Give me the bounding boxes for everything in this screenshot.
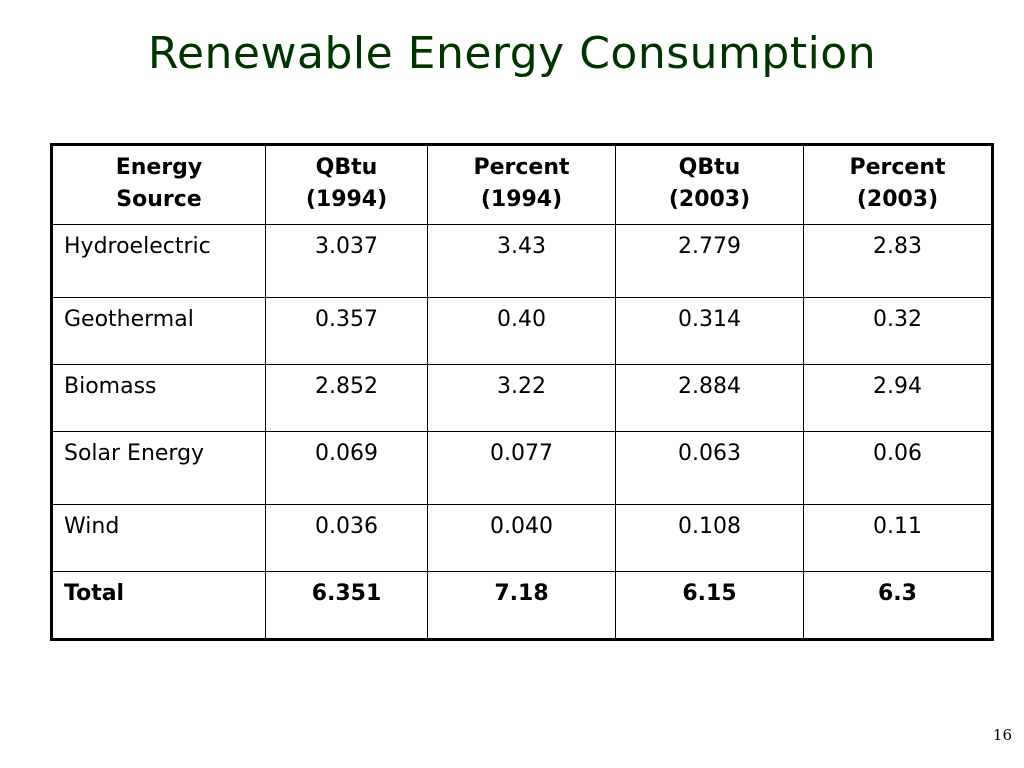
- cell-qbtu-2003: 2.884: [615, 364, 804, 432]
- table-total-row: Total 6.351 7.18 6.15 6.3: [51, 571, 993, 640]
- table-row: Biomass 2.852 3.22 2.884 2.94: [51, 364, 993, 432]
- header-line: Percent: [473, 155, 570, 180]
- cell-qbtu-2003: 0.108: [615, 504, 804, 572]
- cell-total-percent-2003: 6.3: [803, 571, 993, 640]
- header-line: Percent: [849, 155, 946, 180]
- cell-total-qbtu-2003: 6.15: [615, 571, 804, 640]
- page-number: 16: [992, 726, 1012, 744]
- header-qbtu-2003: QBtu (2003): [615, 144, 804, 225]
- cell-qbtu-1994: 2.852: [265, 364, 428, 432]
- cell-source: Biomass: [51, 364, 266, 432]
- header-line: Energy: [115, 155, 203, 180]
- cell-qbtu-1994: 0.036: [265, 504, 428, 572]
- cell-qbtu-2003: 2.779: [615, 224, 804, 298]
- table-row: Geothermal 0.357 0.40 0.314 0.32: [51, 297, 993, 365]
- cell-percent-1994: 3.43: [427, 224, 616, 298]
- cell-percent-1994: 0.40: [427, 297, 616, 365]
- cell-source: Wind: [51, 504, 266, 572]
- header-line: (1994): [480, 187, 563, 212]
- cell-qbtu-1994: 0.357: [265, 297, 428, 365]
- header-line: (2003): [856, 187, 939, 212]
- cell-total-label: Total: [51, 571, 266, 640]
- cell-qbtu-1994: 3.037: [265, 224, 428, 298]
- header-line: QBtu: [678, 155, 741, 180]
- cell-qbtu-2003: 0.063: [615, 431, 804, 505]
- cell-percent-2003: 0.32: [803, 297, 993, 365]
- table-row: Wind 0.036 0.040 0.108 0.11: [51, 504, 993, 572]
- header-percent-1994: Percent (1994): [427, 144, 616, 225]
- cell-source: Hydroelectric: [51, 224, 266, 298]
- table-row: Hydroelectric 3.037 3.43 2.779 2.83: [51, 224, 993, 298]
- table-header-row: Energy Source QBtu (1994) Percent (1994)…: [51, 144, 993, 225]
- header-line: (2003): [668, 187, 751, 212]
- header-line: QBtu: [315, 155, 378, 180]
- slide-title: Renewable Energy Consumption: [147, 28, 877, 79]
- cell-percent-2003: 0.06: [803, 431, 993, 505]
- cell-percent-1994: 3.22: [427, 364, 616, 432]
- cell-source: Geothermal: [51, 297, 266, 365]
- energy-consumption-table: Energy Source QBtu (1994) Percent (1994)…: [50, 143, 994, 641]
- cell-total-qbtu-1994: 6.351: [265, 571, 428, 640]
- header-percent-2003: Percent (2003): [803, 144, 993, 225]
- cell-percent-2003: 2.83: [803, 224, 993, 298]
- cell-qbtu-2003: 0.314: [615, 297, 804, 365]
- cell-qbtu-1994: 0.069: [265, 431, 428, 505]
- cell-percent-2003: 2.94: [803, 364, 993, 432]
- cell-percent-1994: 0.077: [427, 431, 616, 505]
- cell-total-percent-1994: 7.18: [427, 571, 616, 640]
- header-qbtu-1994: QBtu (1994): [265, 144, 428, 225]
- cell-percent-2003: 0.11: [803, 504, 993, 572]
- header-line: (1994): [305, 187, 388, 212]
- cell-percent-1994: 0.040: [427, 504, 616, 572]
- table-row: Solar Energy 0.069 0.077 0.063 0.06: [51, 431, 993, 505]
- header-line: Source: [116, 187, 202, 212]
- cell-source: Solar Energy: [51, 431, 266, 505]
- header-energy-source: Energy Source: [51, 144, 266, 225]
